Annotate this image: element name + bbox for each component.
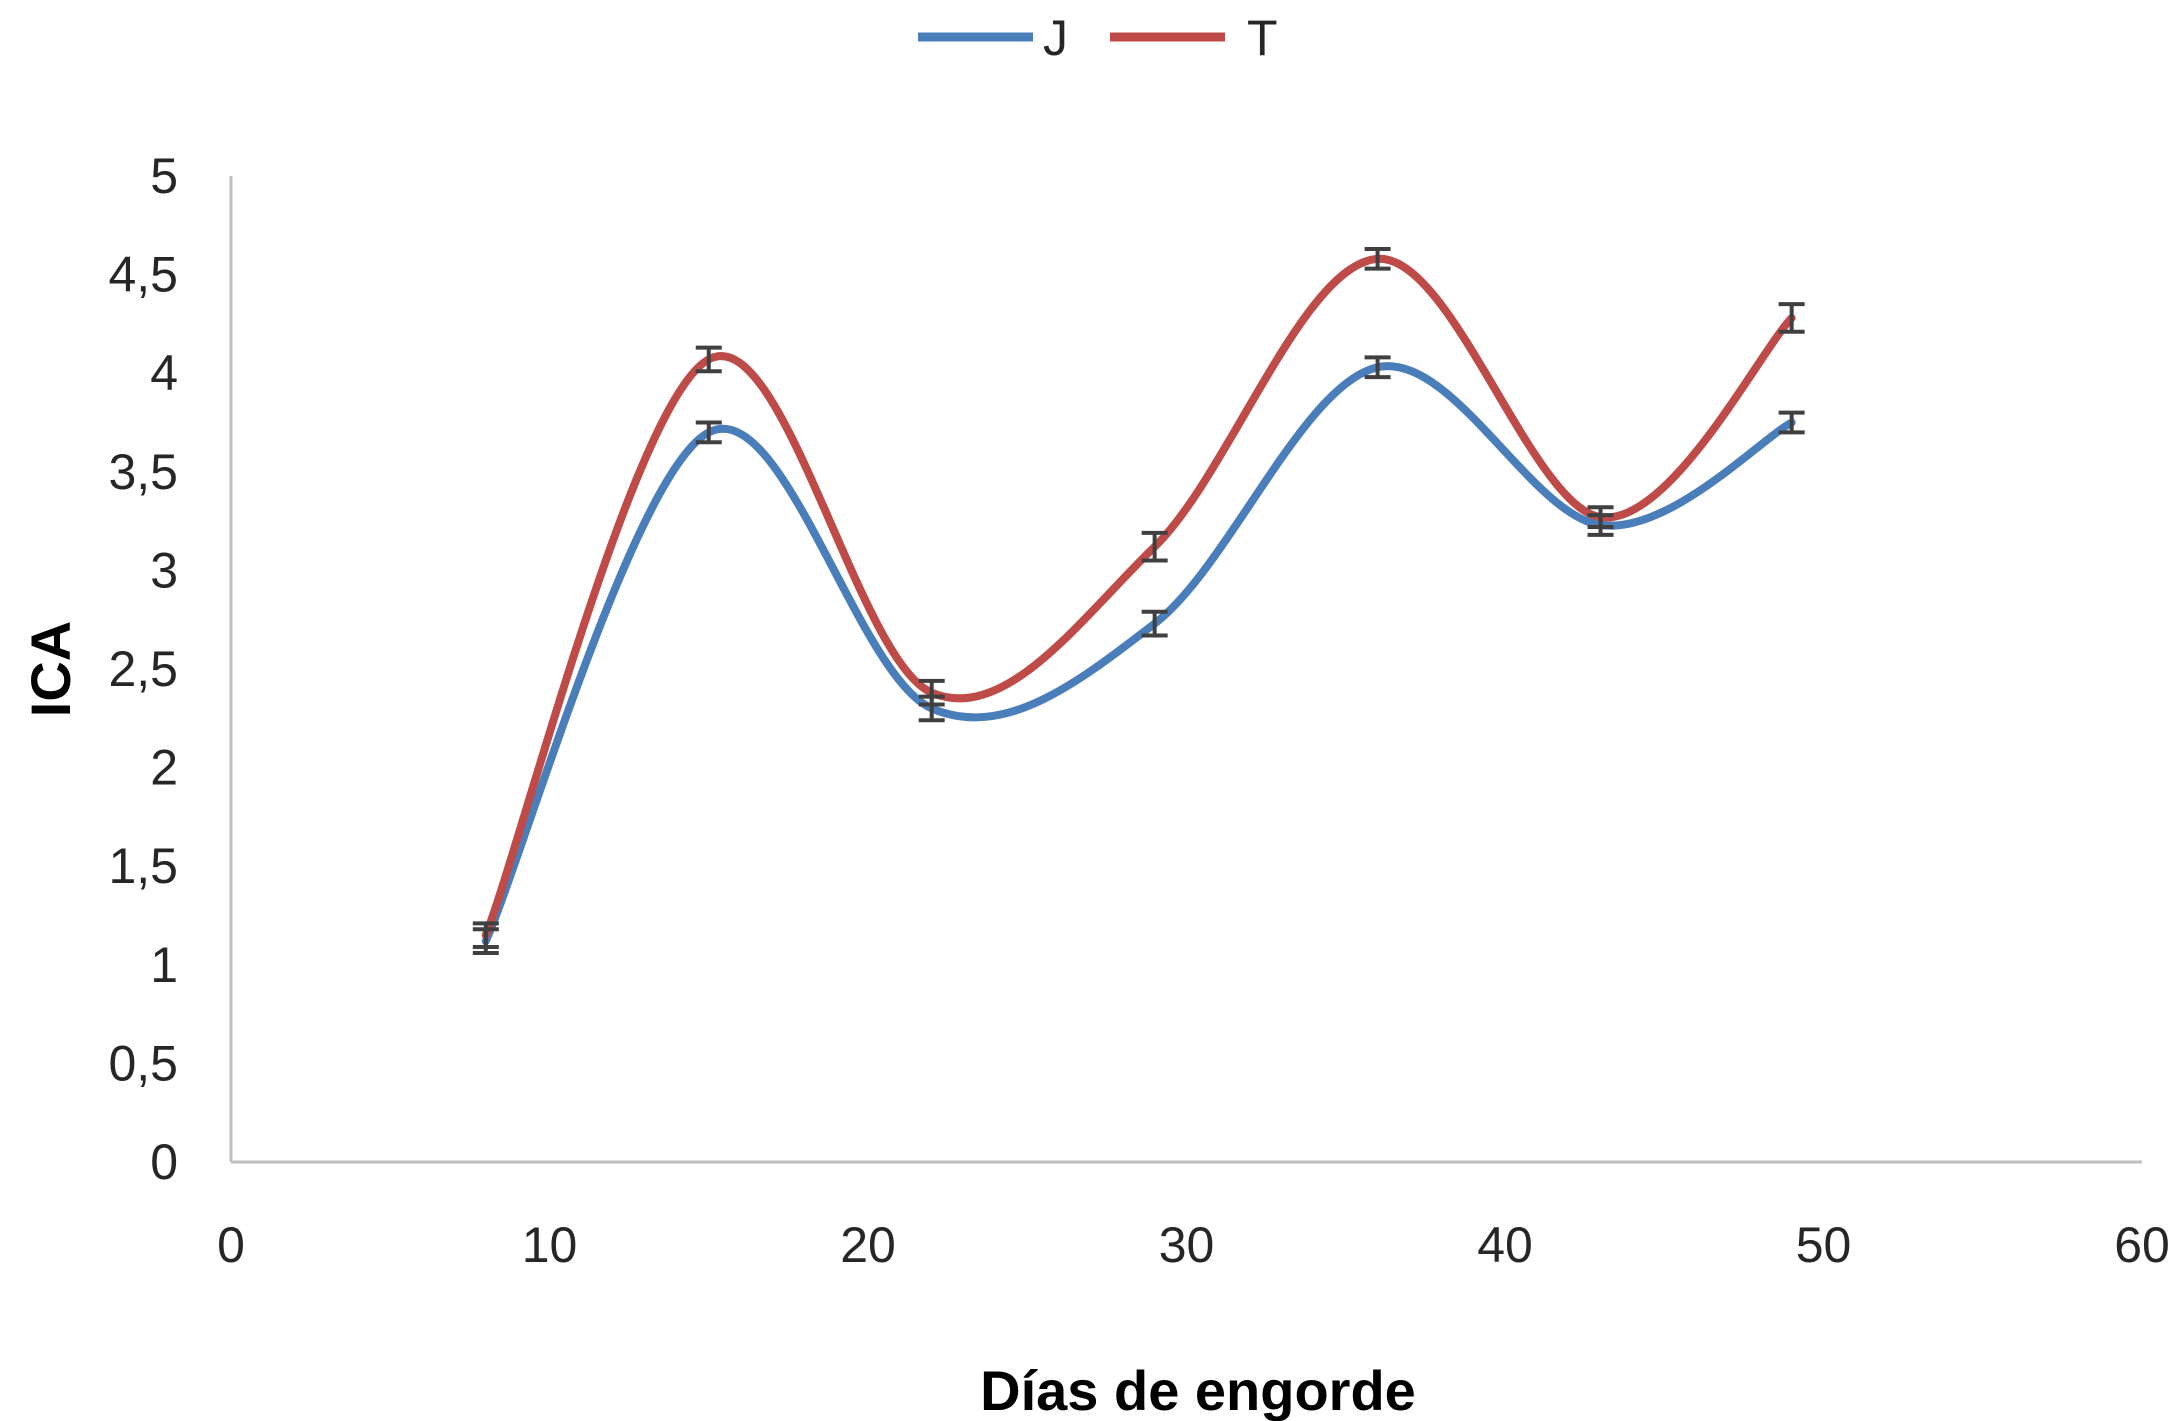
x-axis-title: Días de engorde bbox=[980, 1359, 1416, 1421]
x-tick-label: 60 bbox=[2114, 1217, 2170, 1273]
y-tick-label: 4 bbox=[150, 345, 178, 401]
error-bar bbox=[695, 420, 722, 445]
x-tick-label: 30 bbox=[1159, 1217, 1215, 1273]
error-bar bbox=[1364, 246, 1391, 271]
error-bars-t bbox=[472, 246, 1805, 950]
y-tick-label: 2 bbox=[150, 740, 178, 796]
y-tick-label: 3 bbox=[150, 542, 178, 598]
x-tick-label: 0 bbox=[217, 1217, 245, 1273]
x-tick-label: 50 bbox=[1796, 1217, 1852, 1273]
axes bbox=[229, 176, 2142, 1164]
y-axis-title: ICA bbox=[19, 621, 82, 717]
legend-label-t: T bbox=[1247, 10, 1278, 66]
y-tick-label: 0 bbox=[150, 1134, 178, 1190]
error-bar bbox=[1587, 505, 1614, 530]
x-tick-label: 40 bbox=[1477, 1217, 1533, 1273]
error-bar bbox=[918, 678, 945, 707]
error-bar bbox=[695, 345, 722, 374]
series-line-j bbox=[481, 362, 1796, 946]
error-bars-j bbox=[472, 355, 1805, 955]
y-tick-labels: 0 0,5 1 1,5 2 2,5 3 3,5 4 4,5 5 bbox=[108, 148, 178, 1190]
legend: J T bbox=[918, 10, 1278, 66]
x-tick-labels: 0 10 20 30 40 50 60 bbox=[217, 1217, 2170, 1273]
x-tick-label: 20 bbox=[840, 1217, 896, 1273]
error-bar bbox=[1364, 355, 1391, 380]
error-bar bbox=[1141, 530, 1168, 563]
y-tick-label: 1 bbox=[150, 937, 178, 993]
x-tick-label: 10 bbox=[522, 1217, 578, 1273]
error-bar bbox=[1141, 609, 1168, 638]
series-j bbox=[481, 362, 1796, 946]
series-line-t bbox=[481, 254, 1796, 940]
error-bar bbox=[1778, 410, 1805, 435]
y-tick-label: 4,5 bbox=[108, 247, 178, 303]
y-tick-label: 1,5 bbox=[108, 838, 178, 894]
plot-area bbox=[472, 246, 1805, 955]
y-tick-label: 0,5 bbox=[108, 1035, 178, 1091]
error-bar bbox=[472, 921, 499, 950]
error-bar bbox=[1778, 302, 1805, 334]
y-tick-label: 3,5 bbox=[108, 444, 178, 500]
legend-label-j: J bbox=[1043, 10, 1068, 66]
y-tick-label: 2,5 bbox=[108, 641, 178, 697]
series-t bbox=[481, 254, 1796, 940]
y-tick-label: 5 bbox=[150, 148, 178, 204]
